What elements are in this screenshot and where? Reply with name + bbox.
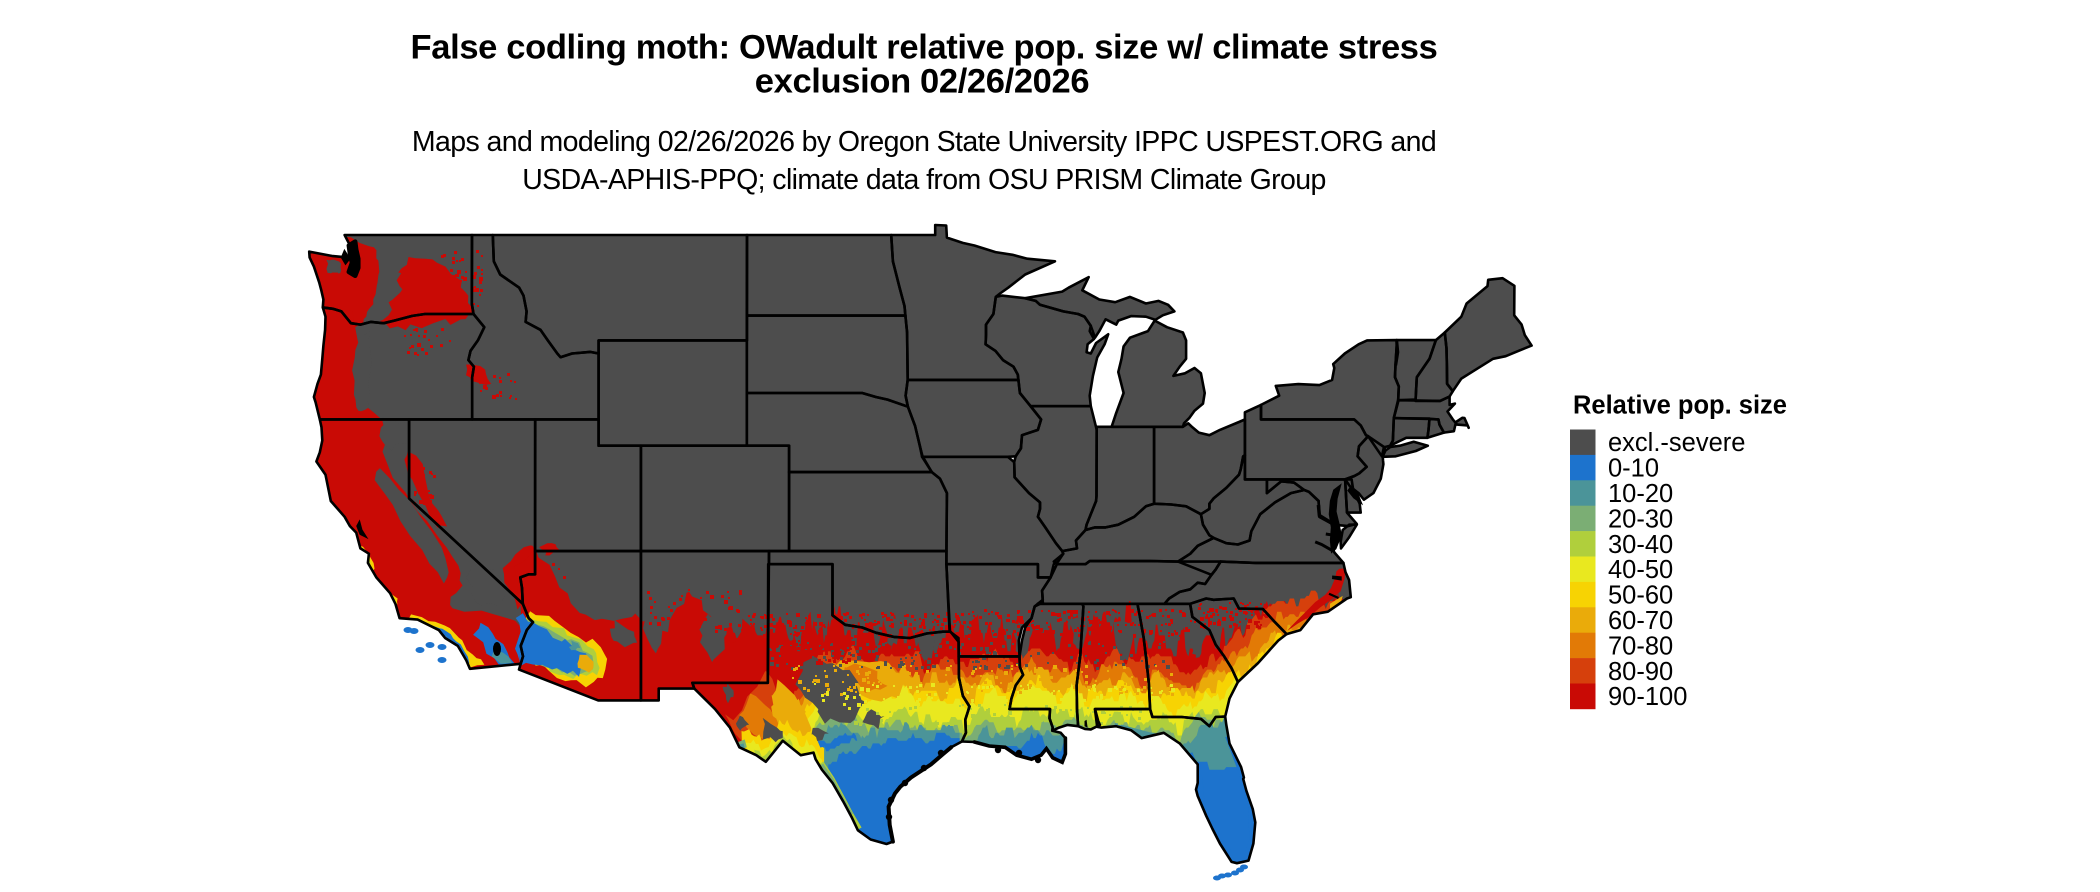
svg-text:60-70: 60-70 — [1608, 607, 1673, 635]
svg-text:50-60: 50-60 — [1608, 582, 1673, 610]
svg-text:70-80: 70-80 — [1608, 632, 1673, 660]
svg-text:20-30: 20-30 — [1608, 505, 1673, 533]
svg-text:excl.-severe: excl.-severe — [1608, 429, 1745, 457]
svg-text:90-100: 90-100 — [1608, 683, 1687, 711]
svg-text:80-90: 80-90 — [1608, 658, 1673, 686]
svg-text:False codling moth: OWadult re: False codling moth: OWadult relative pop… — [411, 29, 1438, 67]
svg-text:Maps and modeling 02/26/2026 b: Maps and modeling 02/26/2026 by Oregon S… — [412, 126, 1436, 158]
svg-text:0-10: 0-10 — [1608, 455, 1659, 483]
svg-text:40-50: 40-50 — [1608, 556, 1673, 584]
svg-text:exclusion 02/26/2026: exclusion 02/26/2026 — [755, 63, 1089, 101]
svg-text:10-20: 10-20 — [1608, 480, 1673, 508]
svg-text:USDA-APHIS-PPQ; climate data f: USDA-APHIS-PPQ; climate data from OSU PR… — [522, 164, 1326, 196]
svg-text:30-40: 30-40 — [1608, 531, 1673, 559]
svg-text:Relative pop. size: Relative pop. size — [1573, 392, 1787, 420]
